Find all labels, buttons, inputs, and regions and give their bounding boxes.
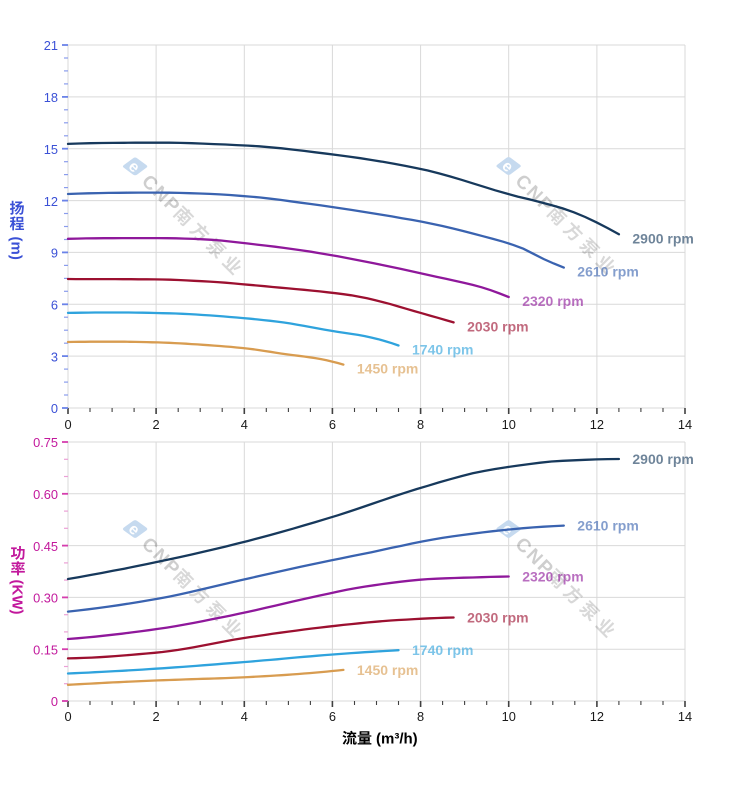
svg-text:0.15: 0.15	[33, 642, 58, 657]
svg-text:2030 rpm: 2030 rpm	[467, 318, 528, 334]
svg-text:8: 8	[417, 417, 424, 432]
svg-text:2: 2	[153, 709, 160, 724]
svg-text:0: 0	[64, 709, 71, 724]
svg-text:12: 12	[590, 417, 604, 432]
svg-text:2610 rpm: 2610 rpm	[577, 264, 638, 280]
svg-text:0: 0	[51, 401, 58, 416]
svg-text:0.30: 0.30	[33, 591, 58, 606]
svg-text:2: 2	[153, 417, 160, 432]
svg-text:2610 rpm: 2610 rpm	[577, 518, 638, 534]
svg-text:12: 12	[44, 194, 58, 209]
svg-text:2900 rpm: 2900 rpm	[632, 230, 693, 246]
svg-text:15: 15	[44, 142, 58, 157]
svg-text:3: 3	[51, 349, 58, 364]
svg-text:14: 14	[678, 417, 692, 432]
svg-text:10: 10	[502, 709, 516, 724]
svg-text:0.60: 0.60	[33, 487, 58, 502]
svg-text:6: 6	[329, 417, 336, 432]
svg-text:12: 12	[590, 709, 604, 724]
svg-text:14: 14	[678, 709, 692, 724]
svg-text:10: 10	[502, 417, 516, 432]
svg-text:8: 8	[417, 709, 424, 724]
svg-text:6: 6	[51, 298, 58, 313]
svg-text:21: 21	[44, 38, 58, 53]
svg-text:0: 0	[51, 694, 58, 709]
svg-text:6: 6	[329, 709, 336, 724]
svg-text:(m): (m)	[8, 237, 25, 260]
svg-text:2030 rpm: 2030 rpm	[467, 610, 528, 626]
svg-text:1740 rpm: 1740 rpm	[412, 342, 473, 358]
svg-text:18: 18	[44, 90, 58, 105]
svg-text:2320 rpm: 2320 rpm	[522, 569, 583, 585]
svg-text:(KW): (KW)	[9, 580, 26, 615]
svg-text:4: 4	[241, 709, 248, 724]
svg-text:2320 rpm: 2320 rpm	[522, 293, 583, 309]
svg-text:2900 rpm: 2900 rpm	[632, 451, 693, 467]
svg-text:4: 4	[241, 417, 248, 432]
svg-text:(m³/h): (m³/h)	[376, 731, 418, 748]
svg-text:9: 9	[51, 246, 58, 261]
svg-text:0.75: 0.75	[33, 435, 58, 450]
svg-text:1450 rpm: 1450 rpm	[357, 662, 418, 678]
svg-text:1450 rpm: 1450 rpm	[357, 361, 418, 377]
svg-text:0: 0	[64, 417, 71, 432]
svg-text:0.45: 0.45	[33, 539, 58, 554]
svg-text:1740 rpm: 1740 rpm	[412, 642, 473, 658]
